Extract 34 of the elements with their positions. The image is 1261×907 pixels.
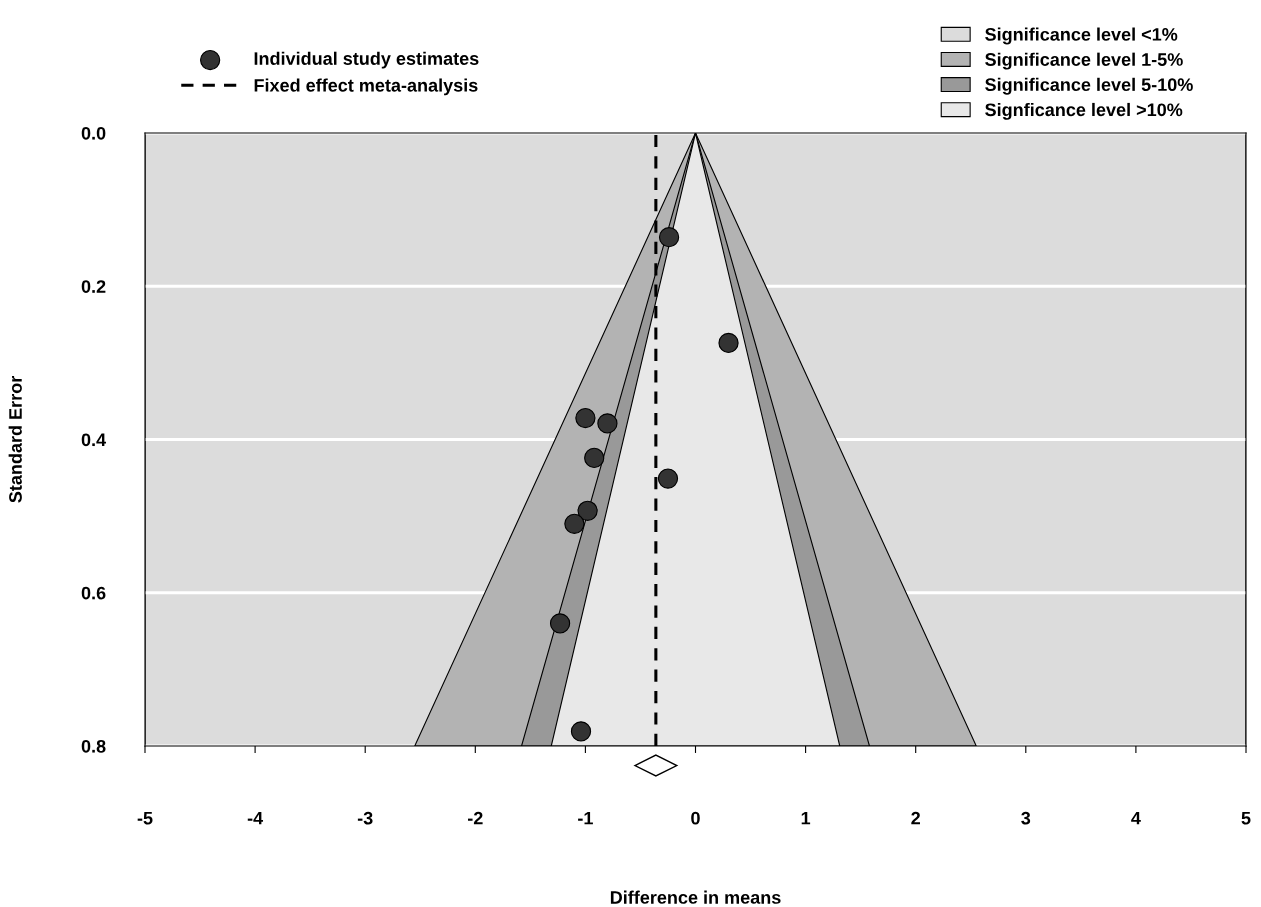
point	[658, 227, 680, 248]
y-tick-label: 0.8	[81, 739, 106, 753]
legend-label: Fixed effect meta-analysis	[254, 78, 478, 96]
y-tick-label: 0.4	[81, 433, 107, 447]
y-axis-title: Standard Error	[8, 376, 22, 503]
legend-label: Significance level <1%	[985, 27, 1178, 45]
legend-label: Significance level 1-5%	[985, 52, 1183, 70]
point	[549, 613, 571, 634]
x-tick-label: 4	[1131, 811, 1141, 825]
point	[575, 407, 596, 429]
legend-label: Signficance level >10%	[985, 102, 1183, 120]
y-tick-label: 0.6	[81, 586, 106, 600]
x-axis-title: Difference in means	[610, 890, 781, 904]
x-tick-label: -2	[467, 811, 483, 825]
point	[718, 332, 739, 354]
x-tick-label: 2	[911, 811, 920, 825]
point	[584, 447, 605, 469]
point	[597, 413, 618, 434]
point	[657, 468, 679, 489]
point	[577, 500, 598, 521]
x-tick-label: 0	[691, 811, 700, 825]
y-tick-label: 0.2	[81, 280, 106, 293]
x-tick-label: -3	[357, 811, 373, 825]
x-tick-label: 1	[801, 811, 811, 825]
x-tick-label: 5	[1241, 811, 1251, 825]
y-tick-label: 0.0	[81, 126, 106, 140]
legend-label: Individual study estimates	[254, 51, 479, 69]
legend-label: Significance level 5-10%	[985, 77, 1193, 95]
x-tick-label: 3	[1021, 811, 1031, 825]
point	[564, 513, 585, 534]
point	[570, 721, 592, 742]
x-tick-label: -5	[137, 811, 153, 825]
x-tick-label: -1	[578, 811, 593, 825]
x-tick-label: -4	[247, 811, 264, 825]
